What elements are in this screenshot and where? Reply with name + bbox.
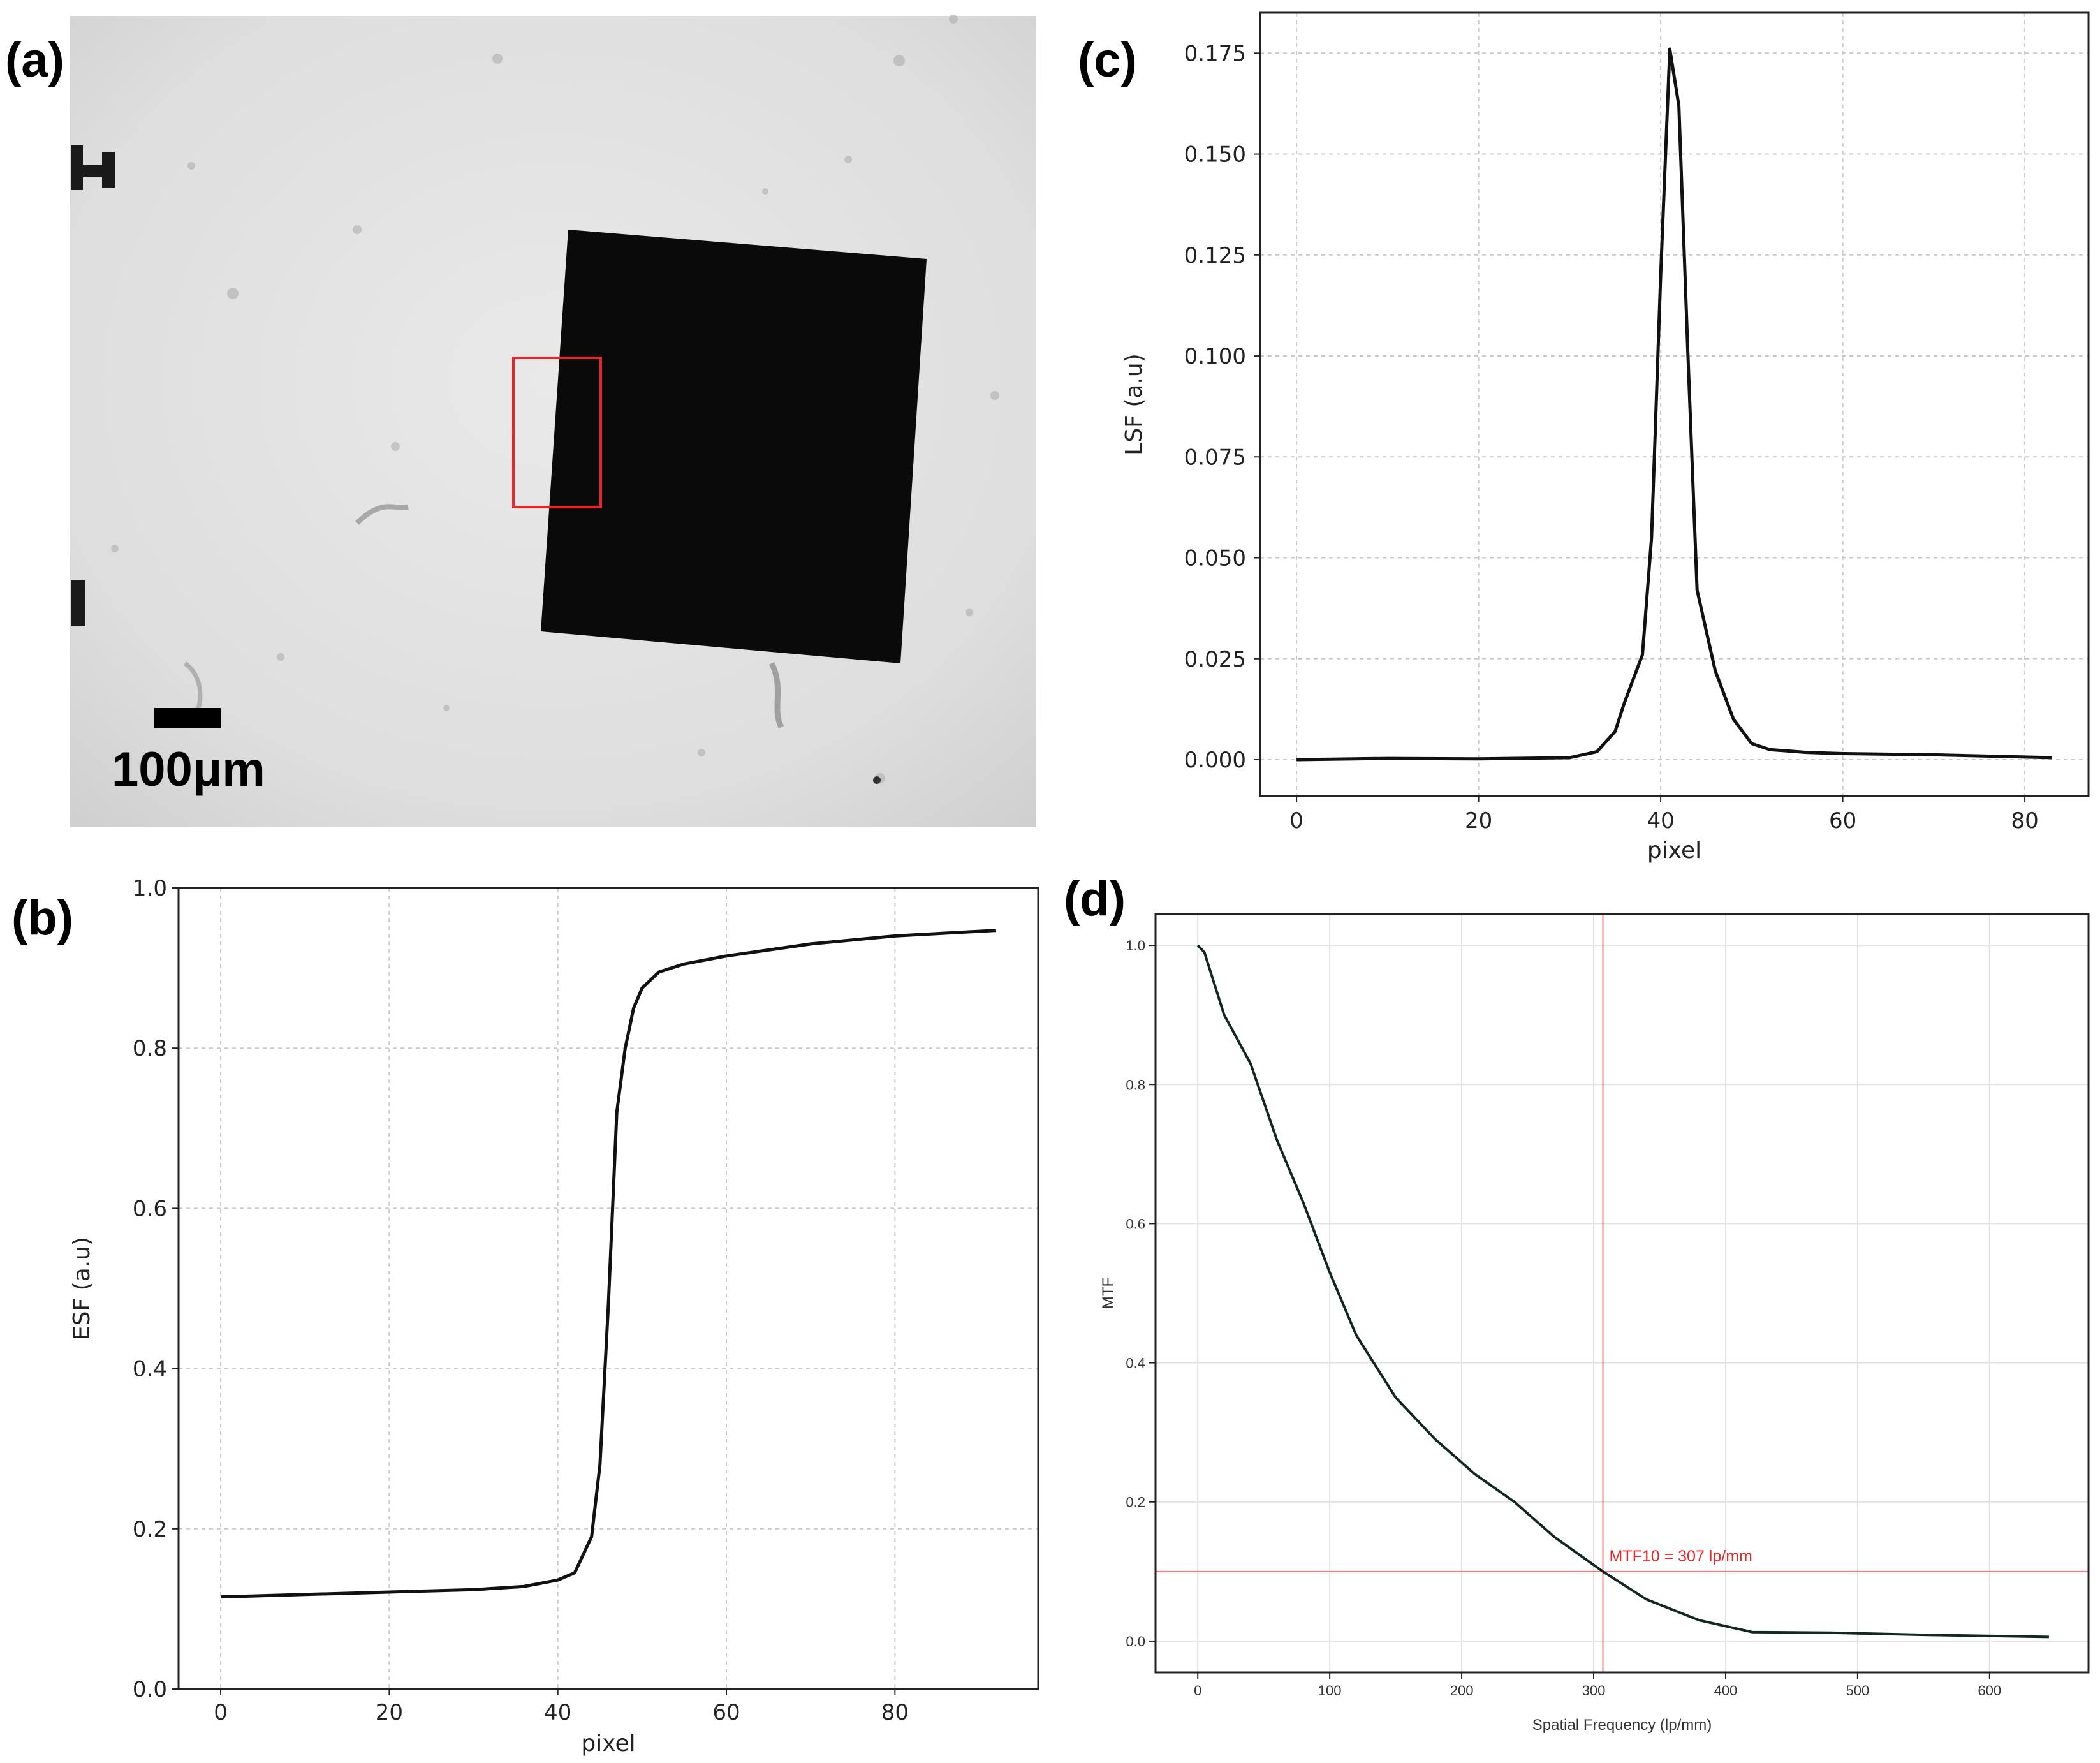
y-tick-label: 0.100 bbox=[1184, 344, 1246, 369]
y-tick-label: 0.075 bbox=[1184, 445, 1246, 470]
panel-b: (b) 0 20 40 60 80 0.0 0.2 0.4 0.6 0.8 1.0 pixel ESF (… bbox=[11, 876, 1039, 1757]
plot-frame bbox=[1154, 913, 2090, 1674]
mtf10-annotation: MTF10 = 307 lp/mm bbox=[1609, 1547, 1752, 1565]
panel-d-label: (d) bbox=[1064, 872, 1126, 926]
x-tick-label: 40 bbox=[544, 1700, 571, 1725]
x-tick-label: 400 bbox=[1714, 1683, 1738, 1699]
y-tick-label: 0.050 bbox=[1184, 546, 1246, 572]
scale-bar bbox=[154, 708, 221, 728]
micrograph-image: 100μm bbox=[70, 15, 1036, 827]
y-axis-title: ESF (a.u) bbox=[69, 1237, 95, 1340]
edge-mark bbox=[102, 152, 115, 188]
y-tick-label: 0.2 bbox=[1126, 1494, 1145, 1510]
panel-d: (d) 0 100 200 300 400 500 600 0.0 0.2 0.4 0.6 0.8 1.0… bbox=[1064, 872, 2090, 1734]
y-tick-label: 0.6 bbox=[1126, 1216, 1145, 1232]
y-axis-title: LSF (a.u) bbox=[1121, 353, 1147, 455]
x-tick-label: 20 bbox=[376, 1700, 403, 1725]
roi-box bbox=[512, 357, 602, 508]
panel-b-label: (b) bbox=[11, 891, 73, 945]
plot-frame bbox=[1259, 11, 2090, 797]
x-tick-label: 200 bbox=[1450, 1683, 1474, 1699]
y-tick-label: 0.4 bbox=[133, 1357, 167, 1382]
x-tick-label: 80 bbox=[2011, 808, 2038, 834]
x-tick-label: 0 bbox=[1289, 808, 1303, 834]
dark-speck bbox=[873, 776, 881, 784]
y-tick-label: 0.125 bbox=[1184, 243, 1246, 269]
x-tick-label: 300 bbox=[1582, 1683, 1606, 1699]
y-tick-label: 1.0 bbox=[133, 876, 167, 901]
x-tick-label: 600 bbox=[1978, 1683, 2001, 1699]
panel-c-label: (c) bbox=[1078, 33, 1137, 87]
series-line bbox=[1296, 47, 2052, 762]
y-tick-label: 0.2 bbox=[133, 1517, 167, 1542]
fiber-artifact bbox=[768, 661, 784, 729]
fiber-artifact bbox=[355, 504, 409, 525]
x-tick-label: 80 bbox=[881, 1700, 909, 1725]
y-tick-label: 0.4 bbox=[1126, 1355, 1145, 1371]
x-tick-label: 20 bbox=[1465, 808, 1492, 834]
y-tick-label: 1.0 bbox=[1126, 938, 1145, 954]
x-tick-label: 500 bbox=[1846, 1683, 1870, 1699]
panel-c: (c) 0 20 40 60 80 0.000 0.025 0.050 0.075 0.100 0.1… bbox=[1078, 11, 2090, 864]
y-tick-label: 0.175 bbox=[1184, 41, 1246, 66]
panel-a: (a) bbox=[5, 15, 1036, 827]
x-tick-label: 40 bbox=[1647, 808, 1674, 834]
micrograph-specks bbox=[111, 15, 999, 783]
series-line bbox=[221, 929, 997, 1599]
scale-bar-label: 100μm bbox=[112, 742, 265, 797]
panel-a-label: (a) bbox=[5, 33, 64, 87]
x-axis-title: pixel bbox=[581, 1730, 635, 1757]
series-line bbox=[1196, 944, 2049, 1639]
y-tick-label: 0.000 bbox=[1184, 748, 1246, 773]
plot-area bbox=[1156, 914, 2089, 1672]
x-tick-label: 0 bbox=[1194, 1683, 1201, 1699]
x-tick-label: 60 bbox=[1829, 808, 1856, 834]
opaque-square bbox=[541, 230, 927, 663]
y-axis-title: MTF bbox=[1099, 1278, 1117, 1309]
y-tick-label: 0.8 bbox=[1126, 1077, 1145, 1093]
x-tick-label: 0 bbox=[214, 1700, 228, 1725]
y-tick-label: 0.6 bbox=[133, 1196, 167, 1221]
plot-area bbox=[1260, 13, 2089, 796]
y-tick-label: 0.150 bbox=[1184, 142, 1246, 168]
plot-frame bbox=[177, 887, 1039, 1690]
x-tick-label: 100 bbox=[1318, 1683, 1342, 1699]
x-axis-title: Spatial Frequency (lp/mm) bbox=[1532, 1716, 1712, 1734]
y-tick-label: 0.0 bbox=[1126, 1634, 1145, 1649]
edge-mark bbox=[71, 580, 85, 626]
y-tick-label: 0.0 bbox=[133, 1677, 167, 1702]
x-tick-label: 60 bbox=[712, 1700, 740, 1725]
y-tick-label: 0.025 bbox=[1184, 647, 1246, 672]
x-axis-title: pixel bbox=[1647, 837, 1701, 864]
y-tick-label: 0.8 bbox=[133, 1036, 167, 1061]
